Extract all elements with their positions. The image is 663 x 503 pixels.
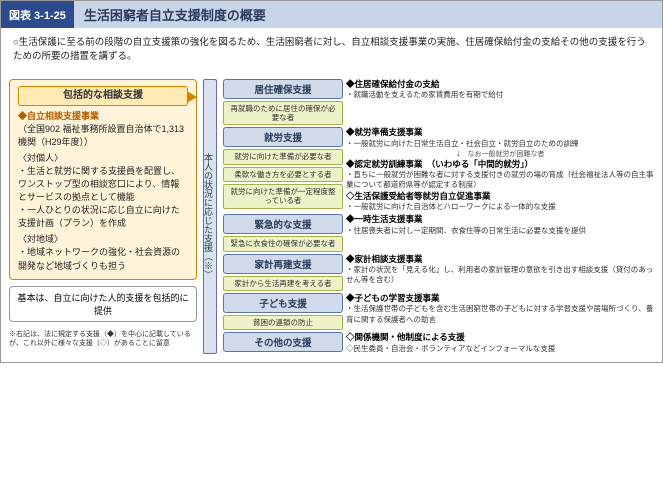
diagram-container: 図表 3-1-25 生活困窮者自立支援制度の概要 ○生活保護に至る前の段階の自立… [0,0,663,363]
item-desc: ・就職活動を支えるため家賃費用を有期で給付 [346,90,654,100]
item-desc: ・家計の状況を「見える化」し、利用者の家計管理の意欲を引き出す相談支援（貸付のあ… [346,265,654,285]
arrow-icon [187,91,197,103]
category-left: 就労支援就労に向けた準備が必要な者柔軟な働き方を必要とする者就労に向けた準備が一… [223,127,343,209]
item-title: ◆住居確保給付金の支給 [346,79,654,90]
header: 図表 3-1-25 生活困窮者自立支援制度の概要 [1,1,662,28]
consultation-head: 包括的な相談支援 [18,86,188,107]
category-title: 家計再建支援 [223,254,343,274]
category-condition: 貧困の連鎖の防止 [223,315,343,330]
item-title: ◆一時生活支援事業 [346,214,654,225]
diagram-body: 包括的な相談支援 ◆自立相談支援事業 （全国902 福祉事務所設置自治体で1,3… [1,73,662,362]
tiny-note: ※右記は、法に規定する支援（◆）を中心に記載しているが、これ以外に様々な支援（◇… [9,330,197,348]
item-title: ◆子どもの学習支援事業 [346,293,654,304]
item-desc: ・一般就労に向けた日常生活自立・社会自立・就労自立のための訓練 [346,139,654,149]
category-condition: 緊急に衣食住の確保が必要な者 [223,236,343,251]
item-desc: ・一般就労に向けた自治体とハローワークによる一体的な支援 [346,202,654,212]
left-p1: ◆自立相談支援事業 [18,110,188,123]
left-p2b: ・一人ひとりの状況に応じ自立に向けた支援計画（プラン）を作成 [18,204,188,230]
item-title: ◆家計相談支援事業 [346,254,654,265]
category-condition: 柔軟な働き方を必要とする者 [223,167,343,182]
consultation-head-label: 包括的な相談支援 [63,90,143,101]
item-title: ◇生活保護受給者等就労自立促進事業 [346,191,654,202]
left-p2h: 〈対個人〉 [18,152,188,165]
category-title: 緊急的な支援 [223,214,343,234]
category-left: 子ども支援貧困の連鎖の防止 [223,293,343,330]
category-row: 子ども支援貧困の連鎖の防止◆子どもの学習支援事業・生活保護世帯の子どもを含む生活… [223,293,654,330]
left-p3h: 〈対地域〉 [18,233,188,246]
figure-title: 生活困窮者自立支援制度の概要 [74,1,276,28]
category-row: 就労支援就労に向けた準備が必要な者柔軟な働き方を必要とする者就労に向けた準備が一… [223,127,654,212]
category-title: 子ども支援 [223,293,343,313]
category-row: 居住確保支援再就職のために居住の確保が必要な者◆住居確保給付金の支給・就職活動を… [223,79,654,126]
intro-text: ○生活保護に至る前の段階の自立支援策の強化を図るため、生活困窮者に対し、自立相談… [1,28,662,73]
category-left: 緊急的な支援緊急に衣食住の確保が必要な者 [223,214,343,251]
category-condition: 家計から生活再建を考える者 [223,276,343,291]
category-row: その他の支援◇関係機関・他制度による支援◇民生委員・自治会・ボランティアなどイン… [223,332,654,354]
category-right: ◆住居確保給付金の支給・就職活動を支えるため家賃費用を有期で給付 [346,79,654,101]
item-title: ◇関係機関・他制度による支援 [346,332,654,343]
category-row: 家計再建支援家計から生活再建を考える者◆家計相談支援事業・家計の状況を「見える化… [223,254,654,291]
item-title: ◆認定就労訓練事業 （いわゆる「中間的就労」） [346,159,654,170]
item-desc: ・生活保護世帯の子どもを含む生活困窮世帯の子どもに対する学習支援や居場所づくり、… [346,304,654,324]
item-title: ◆就労準備支援事業 [346,127,654,138]
left-p2a: ・生活と就労に関する支援員を配置し、ワンストップ型の相談窓口により、情報とサービ… [18,165,188,204]
inline-note: なお一般就労が困難な者 [461,151,545,158]
category-title: 就労支援 [223,127,343,147]
footer-note: 基本は、自立に向けた人的支援を包括的に提供 [9,286,197,322]
category-left: 居住確保支援再就職のために居住の確保が必要な者 [223,79,343,126]
left-p3a: ・地域ネットワークの強化・社会資源の開発など地域づくりも担う [18,246,188,272]
category-left: 家計再建支援家計から生活再建を考える者 [223,254,343,291]
category-condition: 就労に向けた準備が必要な者 [223,149,343,164]
left-p1b: （全国902 福祉事務所設置自治体で1,313機関（H29年度）） [18,123,188,149]
category-right: ◆就労準備支援事業・一般就労に向けた日常生活自立・社会自立・就労自立のための訓練… [346,127,654,212]
category-title: その他の支援 [223,332,343,352]
item-desc: ・住居喪失者に対し一定期間、衣食住等の日常生活に必要な支援を提供 [346,226,654,236]
item-desc: ◇民生委員・自治会・ボランティアなどインフォーマルな支援 [346,344,654,354]
category-left: その他の支援 [223,332,343,352]
spine-label: 本人の状況に応じた支援（※） [203,79,217,354]
left-column: 包括的な相談支援 ◆自立相談支援事業 （全国902 福祉事務所設置自治体で1,3… [9,79,197,354]
arrow-down-icon: ↓ なお一般就労が困難な者 [346,149,654,159]
category-right: ◇関係機関・他制度による支援◇民生委員・自治会・ボランティアなどインフォーマルな… [346,332,654,354]
category-condition: 就労に向けた準備が一定程度整っている者 [223,184,343,209]
item-desc: ・直ちに一般就労が困難な者に対する支援付きの就労の場の育成（社会福祉法人等の自主… [346,170,654,190]
figure-number: 図表 3-1-25 [1,1,74,28]
category-title: 居住確保支援 [223,79,343,99]
category-condition: 再就職のために居住の確保が必要な者 [223,101,343,126]
consultation-box: 包括的な相談支援 ◆自立相談支援事業 （全国902 福祉事務所設置自治体で1,3… [9,79,197,280]
category-right: ◆家計相談支援事業・家計の状況を「見える化」し、利用者の家計管理の意欲を引き出す… [346,254,654,286]
right-column: 居住確保支援再就職のために居住の確保が必要な者◆住居確保給付金の支給・就職活動を… [223,79,654,354]
category-right: ◆一時生活支援事業・住居喪失者に対し一定期間、衣食住等の日常生活に必要な支援を提… [346,214,654,236]
category-row: 緊急的な支援緊急に衣食住の確保が必要な者◆一時生活支援事業・住居喪失者に対し一定… [223,214,654,251]
category-right: ◆子どもの学習支援事業・生活保護世帯の子どもを含む生活困窮世帯の子どもに対する学… [346,293,654,325]
